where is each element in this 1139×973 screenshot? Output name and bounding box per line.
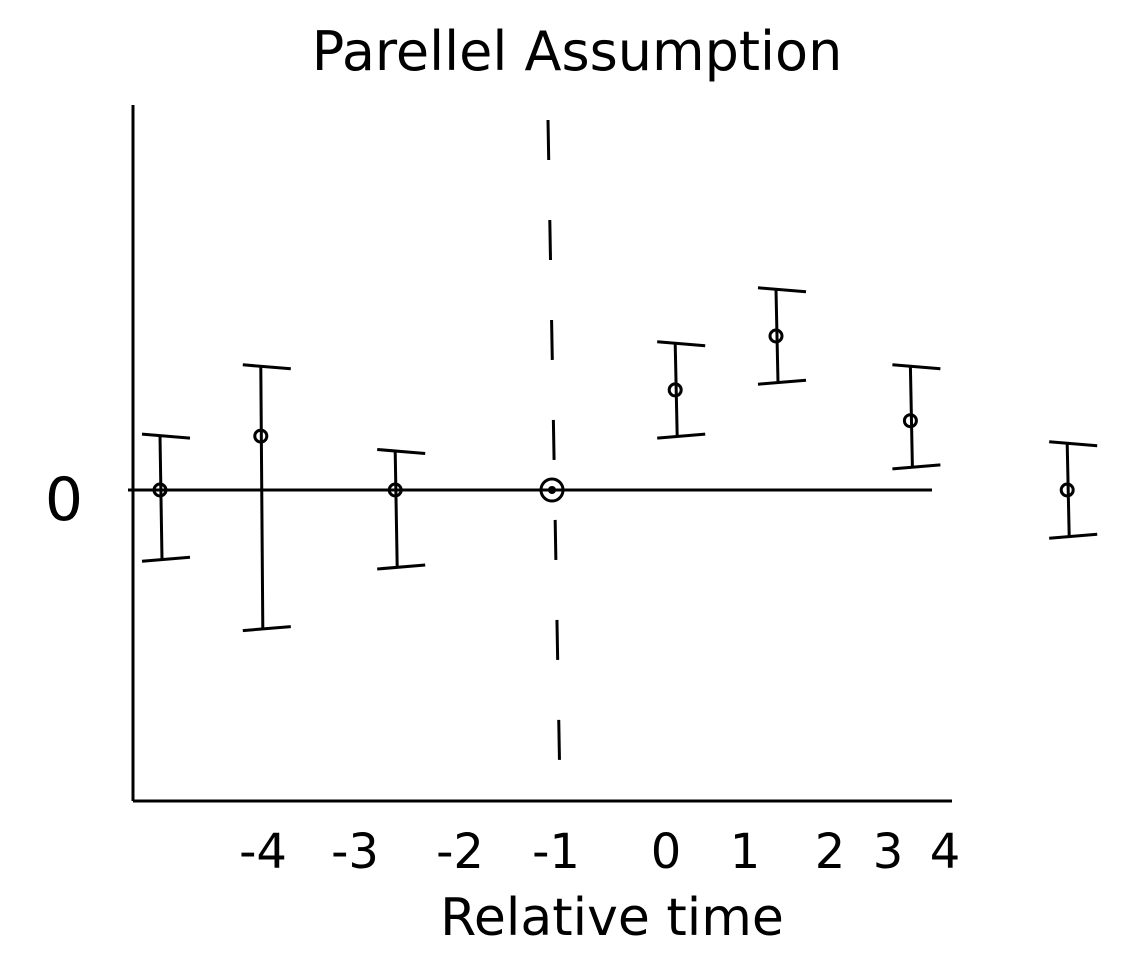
data-point bbox=[387, 482, 403, 498]
error-bar-cap bbox=[892, 463, 941, 471]
error-bar-cap bbox=[377, 448, 426, 455]
x-tick-label: 1 bbox=[730, 824, 761, 880]
x-tick-label: 0 bbox=[651, 824, 682, 880]
error-bar-cap bbox=[377, 563, 426, 571]
data-point-group bbox=[141, 432, 191, 563]
chart-title: Parellel Assumption bbox=[312, 20, 843, 83]
data-point-group bbox=[657, 340, 706, 440]
data-point bbox=[253, 428, 269, 444]
error-bar bbox=[1065, 443, 1071, 537]
x-tick-labels: -4 -3 -2 -1 0 1 2 3 4 bbox=[239, 824, 960, 880]
x-axis-label: Relative time bbox=[440, 888, 784, 948]
error-bar-cap bbox=[242, 625, 291, 633]
error-bar bbox=[393, 451, 399, 568]
data-point-group bbox=[377, 448, 426, 571]
error-bar-cap bbox=[141, 432, 191, 440]
error-bar-cap bbox=[141, 555, 191, 563]
error-bar-cap bbox=[657, 340, 706, 348]
error-bar-cap bbox=[892, 363, 941, 371]
error-bar bbox=[774, 289, 780, 383]
error-bar-cap bbox=[1049, 532, 1098, 540]
data-point bbox=[1059, 482, 1075, 498]
error-bar-cap bbox=[757, 286, 807, 294]
error-bar bbox=[158, 436, 164, 560]
data-point bbox=[902, 413, 918, 429]
data-points bbox=[141, 286, 1098, 633]
x-tick-label: 4 bbox=[930, 824, 961, 880]
x-tick-label: -4 bbox=[239, 824, 287, 880]
error-bar-cap bbox=[242, 363, 291, 371]
data-point-group bbox=[757, 286, 807, 386]
x-tick-label: -1 bbox=[532, 824, 580, 880]
data-point-group bbox=[1049, 440, 1098, 540]
data-point bbox=[152, 482, 168, 498]
error-bar bbox=[908, 366, 914, 467]
error-bar-cap bbox=[757, 378, 807, 386]
data-point-group bbox=[242, 363, 291, 633]
reference-dashed-line bbox=[546, 119, 562, 791]
data-point bbox=[667, 382, 683, 398]
data-point bbox=[768, 328, 784, 344]
error-bar bbox=[259, 366, 265, 629]
x-tick-label: -3 bbox=[331, 824, 379, 880]
data-point-group bbox=[539, 477, 565, 503]
error-bar-cap bbox=[657, 432, 706, 440]
x-tick-label: 2 bbox=[815, 824, 846, 880]
error-bar-cap bbox=[1049, 440, 1098, 448]
x-tick-label: -2 bbox=[436, 824, 484, 880]
error-bar bbox=[673, 343, 679, 437]
data-point-center bbox=[548, 486, 556, 494]
data-point-group bbox=[892, 363, 941, 471]
x-tick-label: 3 bbox=[873, 824, 904, 880]
data-point bbox=[539, 477, 565, 503]
y-tick-label-zero: 0 bbox=[45, 465, 83, 535]
